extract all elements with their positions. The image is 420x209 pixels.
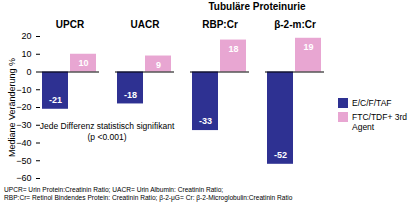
svg-text:Mediane Veränderung %: Mediane Veränderung % bbox=[7, 58, 17, 157]
svg-text:UPCR: UPCR bbox=[56, 19, 85, 30]
html-text:E/C/F/TAF: E/C/F/TAF bbox=[352, 98, 392, 108]
svg-text:-21: -21 bbox=[49, 95, 62, 105]
html-text:Jede Differenz statistisch sig: Jede Differenz statistisch signifikant bbox=[39, 121, 175, 132]
svg-text:9: 9 bbox=[156, 60, 161, 70]
svg-text:−50: −50 bbox=[16, 156, 31, 166]
html-text:RBP:Cr= Retinol Bindendes Prot: RBP:Cr= Retinol Bindendes Protein: Creat… bbox=[4, 194, 293, 201]
svg-text:−40: −40 bbox=[16, 138, 31, 148]
svg-text:−60: −60 bbox=[16, 173, 31, 183]
svg-text:-52: -52 bbox=[274, 150, 287, 160]
html-text:Tubuläre Proteinurie: Tubuläre Proteinurie bbox=[208, 1, 306, 12]
html-text:(p <0.001): (p <0.001) bbox=[87, 132, 127, 143]
html-text:UPCR= Urin Protein:Creatinin R: UPCR= Urin Protein:Creatinin Ratio; UACR… bbox=[4, 186, 224, 193]
svg-text:−10: −10 bbox=[16, 85, 31, 95]
svg-text:RBP:Cr: RBP:Cr bbox=[202, 19, 238, 30]
svg-text:20: 20 bbox=[21, 31, 31, 41]
svg-text:18: 18 bbox=[228, 44, 238, 54]
svg-text:10: 10 bbox=[21, 49, 31, 59]
svg-text:UACR: UACR bbox=[131, 19, 161, 30]
svg-text:10: 10 bbox=[78, 58, 88, 68]
html-text:FTC/TDF+ 3rd Agent: FTC/TDF+ 3rd Agent bbox=[352, 112, 407, 132]
svg-text:β-2-m:Cr: β-2-m:Cr bbox=[274, 19, 316, 30]
svg-text:0: 0 bbox=[26, 67, 31, 77]
svg-text:-33: -33 bbox=[199, 116, 212, 126]
svg-text:-18: -18 bbox=[124, 90, 137, 100]
svg-text:−20: −20 bbox=[16, 102, 31, 112]
svg-text:19: 19 bbox=[303, 42, 313, 52]
svg-text:−30: −30 bbox=[16, 120, 31, 130]
